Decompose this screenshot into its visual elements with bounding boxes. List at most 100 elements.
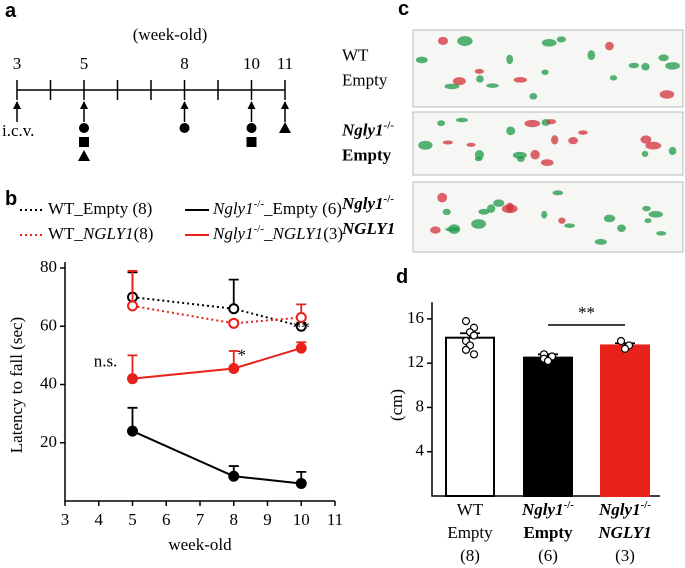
paw-print [437, 192, 448, 203]
paw-print [529, 93, 538, 100]
paw-print [642, 205, 651, 212]
timeline-week-label: 11 [277, 54, 293, 73]
paw-print [605, 41, 614, 51]
paw-print [551, 135, 559, 145]
paw-print [474, 68, 484, 74]
paw-print [506, 54, 514, 65]
paw-print [442, 140, 453, 145]
paw-print [493, 199, 505, 207]
panel-label: a [5, 0, 17, 22]
x-tick-label: (6) [538, 546, 558, 565]
bar [445, 336, 495, 497]
paw-print [609, 75, 618, 81]
legend-label: WT_NGLY1(8) [48, 224, 153, 243]
paw-print [641, 150, 649, 158]
paw-print [437, 36, 449, 45]
data-point [228, 470, 240, 482]
paw-print [578, 130, 588, 135]
sample-point [461, 345, 471, 354]
y-tick-label: 80 [40, 257, 57, 276]
sample-point [616, 336, 626, 346]
paw-print [617, 224, 626, 232]
paw-print [541, 39, 557, 47]
significance-label: ** [293, 318, 310, 337]
timeline-week-label: 5 [80, 54, 89, 73]
data-point [127, 300, 138, 312]
y-tick-label: 60 [40, 315, 57, 334]
axis-line [64, 262, 335, 502]
paw-print [587, 50, 596, 61]
paw-print [444, 83, 460, 90]
data-point [295, 312, 307, 324]
x-tick-label: 11 [327, 510, 343, 529]
paw-print [644, 218, 652, 224]
injection-circle [246, 123, 257, 133]
x-tick-label: NGLY1 [597, 523, 651, 542]
x-tick-label: 9 [263, 510, 272, 529]
paw-print [455, 117, 469, 123]
injection-triangle [279, 122, 291, 133]
data-point [228, 317, 240, 329]
data-point [127, 425, 138, 437]
x-tick-label: Empty [523, 523, 573, 542]
paw-print [516, 155, 525, 163]
paw-print [558, 217, 566, 224]
data-point [228, 362, 240, 374]
legend-label: Ngly1-/-_Empty (6) [212, 198, 342, 218]
x-tick-label: WT [457, 500, 484, 519]
arrow-head [281, 101, 289, 109]
x-tick-label: 8 [230, 510, 239, 529]
panel-label: b [5, 188, 17, 210]
paw-print [448, 224, 461, 234]
footprint-image [412, 181, 684, 253]
sample-point [620, 344, 630, 353]
data-point [228, 303, 240, 315]
legend-label: Ngly1-/-_NGLY1(3) [212, 223, 343, 243]
legend-label: WT_Empty (8) [48, 199, 152, 218]
y-tick-label: 20 [40, 432, 57, 451]
injection-square [246, 137, 257, 147]
paw-print [668, 146, 677, 155]
y-tick-label: 4 [416, 441, 425, 460]
x-tick-label: 3 [61, 510, 70, 529]
bar [600, 344, 650, 497]
sample-point [469, 350, 479, 359]
paw-print [568, 137, 578, 145]
injection-triangle [78, 150, 90, 161]
x-tick-label: (3) [615, 546, 635, 565]
x-tick-label: 4 [95, 510, 104, 529]
x-tick-label: Ngly1-/- [521, 499, 574, 519]
paw-print [513, 77, 528, 83]
paw-print [658, 54, 669, 62]
panel-label: c [398, 0, 409, 20]
paw-print [656, 231, 667, 236]
arrow-head [13, 101, 21, 109]
paw-print [437, 120, 446, 127]
timeline-week-label: 3 [13, 54, 22, 73]
paw-print [478, 208, 490, 215]
sample-point [543, 356, 553, 366]
paw-print [556, 36, 567, 43]
series-line [132, 430, 302, 485]
paw-print [564, 223, 575, 228]
paw-print [603, 214, 616, 223]
significance-label: n.s. [94, 352, 118, 371]
bar [523, 356, 573, 497]
sample-point [469, 331, 479, 340]
paw-print [648, 210, 664, 218]
x-tick-label: 5 [128, 510, 137, 529]
x-tick-label: Ngly1-/- [598, 499, 651, 519]
injection-circle [79, 123, 89, 133]
panel-label: d [396, 266, 408, 288]
paw-print [418, 140, 433, 150]
paw-print [640, 135, 652, 144]
paw-print [474, 150, 484, 160]
paw-print [415, 56, 428, 64]
paw-print [628, 62, 639, 69]
paw-print [457, 36, 473, 46]
significance-label: ** [578, 303, 595, 322]
x-tick-label: (8) [460, 546, 480, 565]
y-tick-label: 40 [40, 373, 57, 392]
series-line [132, 296, 302, 328]
footprint-label: Ngly1-/- [341, 119, 394, 139]
